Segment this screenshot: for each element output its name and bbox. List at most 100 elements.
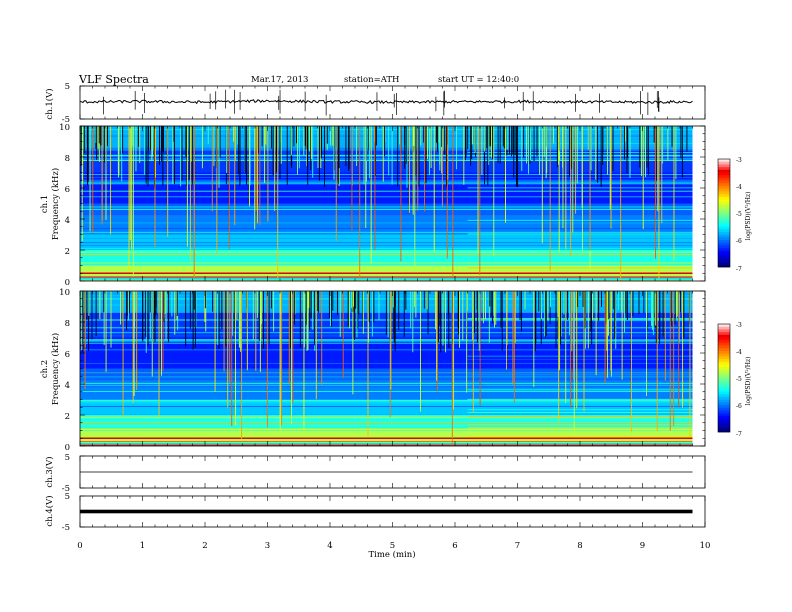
colorbar-cell	[718, 342, 730, 346]
spectrogram-blank	[692, 126, 705, 281]
colorbar-cell	[718, 351, 730, 354]
colorbar-cell	[718, 410, 730, 414]
colorbar-cell	[718, 326, 730, 330]
colorbar-cell	[718, 378, 730, 381]
colorbar-cell	[718, 237, 730, 241]
ch1-colorbar-ticks: -3 -4 -5 -6 -7	[736, 157, 742, 273]
colorbar-cell	[718, 413, 730, 417]
spectrogram-band	[80, 215, 693, 235]
colorbar-cell	[718, 340, 730, 344]
ch1-waveform-trace	[79, 99, 693, 105]
ch1-colorbar-label: log(PSD)(V²/Hz)	[745, 192, 752, 241]
colorbar-cell	[718, 167, 730, 171]
colorbar-cell	[718, 196, 730, 200]
colorbar-cell	[718, 334, 730, 338]
colorbar-cell	[718, 183, 730, 187]
colorbar-cell	[718, 375, 730, 379]
ch2-colorbar-label: log(PSD)(V²/Hz)	[745, 357, 752, 406]
colorbar-cell	[718, 429, 730, 433]
colorbar-cell	[718, 418, 730, 422]
colorbar-cell	[718, 391, 730, 395]
ch4-trace	[80, 509, 693, 514]
colorbar-cell	[718, 372, 730, 376]
ch1-spec-ytick: 2	[65, 247, 70, 257]
ch4-ytick-top: 5	[65, 492, 70, 502]
x-tick-label: 0	[77, 541, 82, 551]
colorbar-cell	[718, 245, 730, 249]
colorbar-cell	[718, 405, 730, 408]
colorbar-cell	[718, 231, 730, 235]
ch4-ytick-bottom: -5	[62, 523, 70, 533]
colorbar-cell	[718, 177, 730, 181]
colorbar-cell	[718, 223, 730, 227]
date-label: Mar.17, 2013	[251, 75, 308, 85]
x-tick-label: 7	[515, 541, 520, 551]
spectrogram-band	[80, 399, 693, 415]
ch2-colorbar-tick: -7	[736, 431, 742, 438]
colorbar-cell	[718, 337, 730, 341]
ch4-ylabel: ch.4(V)	[44, 495, 55, 526]
ch2-spec-ytick: 10	[59, 288, 70, 298]
colorbar-cell	[718, 394, 730, 398]
colorbar-cell	[718, 353, 730, 357]
spectrogram-band	[80, 234, 693, 250]
ch2-colorbar	[717, 323, 731, 433]
colorbar-cell	[718, 399, 730, 403]
colorbar-cell	[718, 258, 730, 262]
ch2-colorbar-ticks: -3 -4 -5 -6 -7	[736, 322, 742, 438]
x-tick-label: 10	[700, 541, 711, 551]
ch1-spec-yticks: 10 8 6 4 2 0	[59, 123, 70, 288]
colorbar-cell	[718, 161, 730, 165]
start-time-label: start UT = 12:40:0	[438, 75, 519, 85]
colorbar-cell	[718, 164, 730, 168]
station-label: station=ATH	[344, 75, 399, 85]
ch2-colorbar-tick: -5	[736, 376, 742, 383]
colorbar-cell	[718, 423, 730, 427]
colorbar-cell	[718, 421, 730, 425]
colorbar-cell	[718, 329, 730, 333]
x-tick-label: 6	[452, 541, 457, 551]
ch1-colorbar-tick: -5	[736, 211, 742, 218]
colorbar-cell	[718, 264, 730, 268]
ch1-colorbar	[717, 158, 731, 268]
colorbar-cell	[718, 396, 730, 400]
colorbar-cell	[718, 415, 730, 419]
colorbar-cell	[718, 215, 730, 219]
spectrogram-band	[80, 126, 693, 148]
x-tick-label: 3	[265, 541, 270, 551]
colorbar-cell	[718, 240, 730, 243]
ch1-spec-ytick: 10	[59, 123, 70, 133]
colorbar-cell	[718, 186, 730, 189]
colorbar-cell	[718, 407, 730, 411]
ch1-spec-ytick: 8	[65, 154, 70, 164]
spectrogram-band	[80, 250, 693, 266]
ch2-spec-ytick: 6	[65, 350, 70, 360]
colorbar-cell	[718, 234, 730, 238]
colorbar-cell	[718, 188, 730, 192]
colorbar-cell	[718, 202, 730, 206]
colorbar-cell	[718, 364, 730, 368]
colorbar-cell	[718, 402, 730, 406]
colorbar-cell	[718, 261, 730, 265]
spectrogram-blank	[692, 291, 705, 446]
x-tick-label: 4	[327, 541, 332, 551]
colorbar-cell	[718, 380, 730, 384]
colorbar-frame	[717, 323, 731, 433]
ch2-colorbar-tick: -4	[736, 349, 742, 356]
x-tick-label: 8	[577, 541, 582, 551]
x-tick-label: 1	[140, 541, 145, 551]
ch1-colorbar-tick: -7	[736, 266, 742, 273]
figure-title: VLF Spectra	[78, 73, 149, 86]
colorbar-cell	[718, 172, 730, 176]
colorbar-cell	[718, 345, 730, 349]
ch1-freq-ylabel: Frequency (kHz)	[50, 168, 61, 240]
ch1-spec-ylabel: ch.1	[40, 195, 50, 213]
spectrogram-band	[80, 430, 693, 442]
ch1-ytick-bottom: -5	[62, 115, 70, 125]
x-tick-label: 9	[640, 541, 645, 551]
colorbar-cell	[718, 210, 730, 214]
colorbar-cell	[718, 426, 730, 430]
ch2-spectrogram-panel-heatmap	[80, 291, 705, 446]
colorbar-cell	[718, 256, 730, 260]
